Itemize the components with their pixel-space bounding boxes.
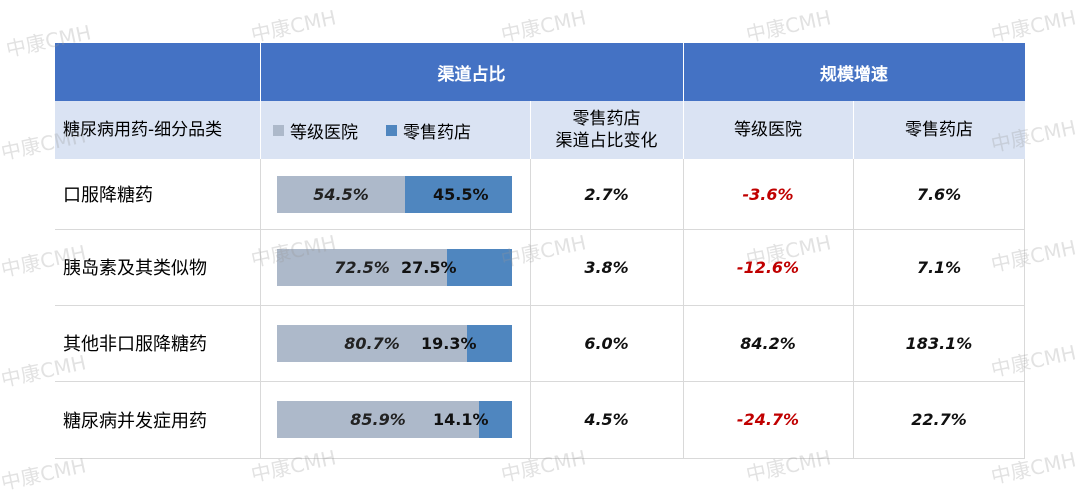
stacked-bar: 85.9% 14.1%	[277, 401, 512, 438]
share-change-value: 2.7%	[530, 159, 683, 229]
row-divider	[55, 458, 1025, 459]
growth-retail-value: 7.1%	[853, 229, 1025, 305]
bar-segment-retail: 14.1%	[479, 401, 512, 438]
watermark-text: 中康CMH	[743, 1, 833, 47]
share-change-column-header: 零售药店 渠道占比变化	[530, 101, 683, 159]
header-divider	[683, 43, 684, 101]
growth-retail-column-header: 零售药店	[853, 101, 1025, 159]
growth-retail-value: 22.7%	[853, 381, 1025, 458]
chart-legend: 等级医院 零售药店	[273, 101, 523, 159]
watermark-text: 中康CMH	[498, 1, 588, 47]
bar-label-retail: 19.3%	[421, 334, 477, 353]
share-change-value: 3.8%	[530, 229, 683, 305]
growth-retail-value: 7.6%	[853, 159, 1025, 229]
header-divider	[853, 101, 854, 159]
row-category-label: 口服降糖药	[63, 159, 153, 229]
header-divider	[260, 43, 261, 101]
group-title-growth: 规模增速	[683, 43, 1025, 101]
column-divider	[260, 159, 261, 459]
group-title-share: 渠道占比	[260, 43, 683, 101]
growth-hospital-column-header: 等级医院	[683, 101, 853, 159]
stacked-bar: 80.7% 19.3%	[277, 325, 512, 362]
legend-swatch-retail	[386, 125, 397, 136]
header-divider	[530, 101, 531, 159]
stacked-bar: 54.5% 45.5%	[277, 176, 512, 213]
data-table: 渠道占比 规模增速 糖尿病用药-细分品类 等级医院 零售药店 零售药店 渠道占比…	[55, 43, 1025, 459]
growth-hospital-value: 84.2%	[683, 305, 853, 381]
bar-label-retail: 45.5%	[433, 185, 489, 204]
growth-hospital-value: -3.6%	[683, 159, 853, 229]
row-category-label: 胰岛素及其类似物	[63, 229, 207, 305]
share-change-value: 6.0%	[530, 305, 683, 381]
bar-segment-retail: 19.3%	[467, 325, 512, 362]
share-change-value: 4.5%	[530, 381, 683, 458]
bar-label-retail: 14.1%	[433, 410, 489, 429]
growth-retail-value: 183.1%	[853, 305, 1025, 381]
category-column-header: 糖尿病用药-细分品类	[55, 101, 260, 159]
bar-segment-hospital: 54.5%	[277, 176, 405, 213]
watermark-text: 中康CMH	[248, 1, 338, 47]
row-category-label: 其他非口服降糖药	[63, 305, 207, 381]
legend-item-retail: 零售药店	[386, 118, 471, 143]
growth-hospital-value: -24.7%	[683, 381, 853, 458]
bar-segment-retail: 27.5%	[447, 249, 512, 286]
stacked-bar: 72.5% 27.5%	[277, 249, 512, 286]
legend-label-retail: 零售药店	[403, 118, 471, 143]
growth-hospital-value: -12.6%	[683, 229, 853, 305]
bar-label-retail: 27.5%	[401, 258, 457, 277]
legend-item-hospital: 等级医院	[273, 118, 358, 143]
row-category-label: 糖尿病并发症用药	[63, 381, 207, 458]
legend-label-hospital: 等级医院	[290, 118, 358, 143]
bar-segment-retail: 45.5%	[405, 176, 512, 213]
header-divider	[683, 101, 684, 159]
legend-swatch-hospital	[273, 125, 284, 136]
watermark-text: 中康CMH	[988, 1, 1078, 47]
header-divider	[260, 101, 261, 159]
